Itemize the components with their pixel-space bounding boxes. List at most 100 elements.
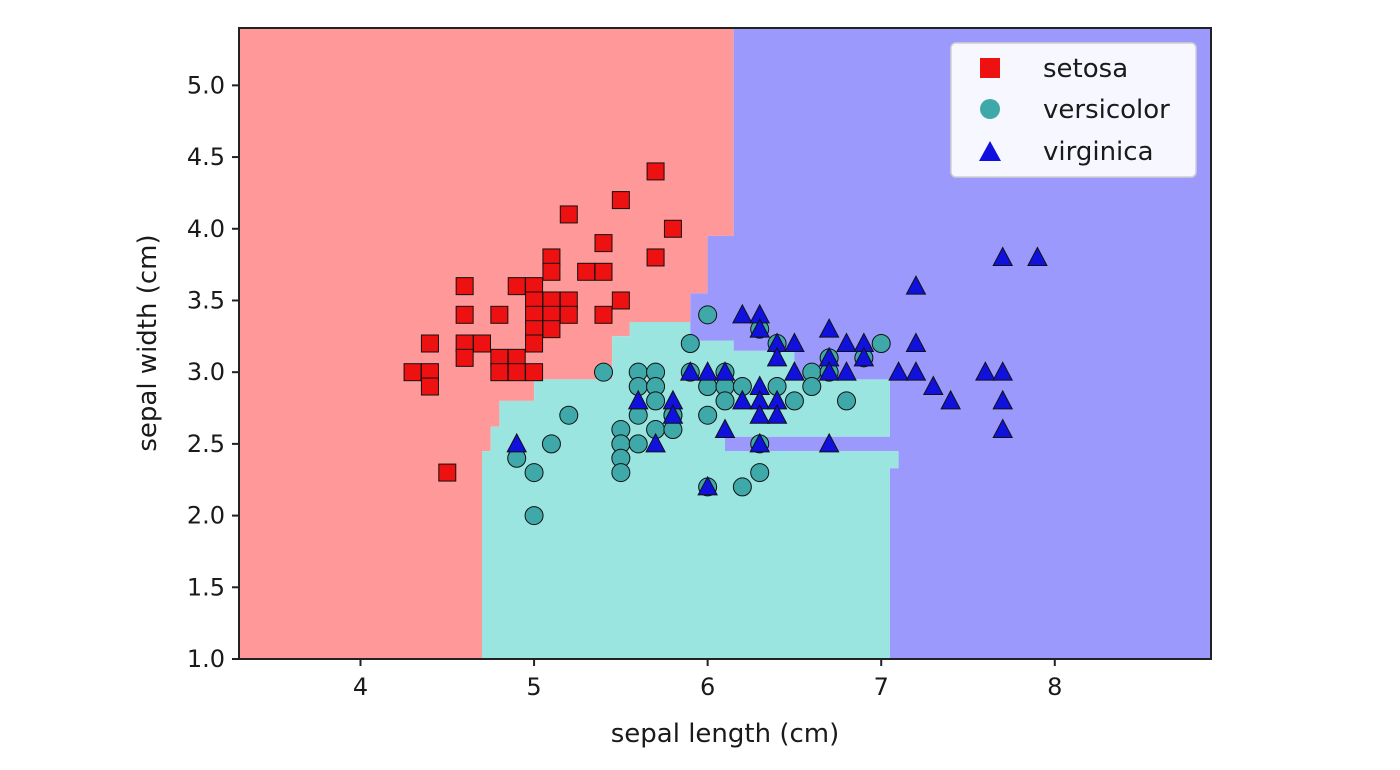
point-virginica: [662, 404, 684, 424]
x-axis-ticks: 4 5 6 7 8: [353, 659, 1062, 701]
point-versicolor: [680, 334, 700, 353]
y-tick-label: 4.0: [187, 215, 225, 243]
point-virginica: [905, 332, 927, 352]
point-versicolor: [646, 391, 666, 411]
point-setosa: [455, 305, 474, 324]
point-setosa: [559, 205, 578, 224]
point-versicolor: [802, 377, 822, 397]
x-axis-label: sepal length (cm): [611, 719, 840, 749]
legend-marker-setosa: [980, 58, 1000, 78]
point-virginica: [506, 432, 528, 453]
point-setosa: [646, 248, 665, 267]
point-setosa: [490, 305, 509, 324]
y-tick-label: 4.5: [187, 143, 225, 171]
point-setosa: [420, 334, 439, 353]
point-versicolor: [750, 463, 770, 483]
point-versicolor: [732, 477, 752, 497]
x-tick-label: 5: [526, 673, 541, 701]
point-virginica: [992, 389, 1014, 410]
point-virginica: [836, 361, 857, 381]
point-versicolor: [611, 463, 631, 483]
point-virginica: [818, 318, 840, 338]
data-points: [403, 162, 1048, 526]
point-versicolor: [698, 405, 718, 425]
point-setosa: [577, 262, 596, 281]
point-virginica: [749, 404, 771, 424]
point-virginica: [714, 361, 736, 381]
point-virginica: [732, 389, 753, 410]
point-virginica: [749, 432, 771, 453]
point-setosa: [611, 191, 630, 210]
point-setosa: [455, 348, 474, 367]
point-virginica: [749, 318, 771, 338]
point-setosa: [559, 305, 578, 324]
point-virginica: [975, 361, 996, 381]
y-axis-label: sepal width (cm): [133, 234, 163, 451]
y-tick-label: 3.0: [187, 358, 225, 386]
point-setosa: [507, 363, 526, 382]
point-virginica: [836, 332, 857, 352]
point-virginica: [905, 361, 927, 381]
y-tick-label: 2.0: [187, 502, 225, 530]
point-setosa: [663, 219, 682, 238]
legend-marker-virginica: [979, 141, 1001, 161]
y-tick-label: 1.5: [187, 573, 225, 601]
point-virginica: [853, 346, 875, 367]
point-virginica: [627, 389, 649, 410]
point-setosa: [542, 262, 561, 281]
point-versicolor: [559, 405, 579, 425]
point-virginica: [645, 432, 666, 453]
region-virginica: [690, 28, 1211, 659]
x-tick-label: 6: [700, 673, 715, 701]
point-versicolor: [541, 434, 561, 454]
point-versicolor: [594, 362, 613, 382]
point-virginica: [992, 361, 1014, 381]
y-tick-label: 2.5: [187, 430, 225, 458]
point-virginica: [905, 275, 927, 295]
point-setosa: [507, 277, 526, 296]
point-virginica: [1027, 246, 1048, 266]
y-axis-ticks: 1.0 1.5 2.0 2.5 3.0 3.5 4.0 4.5 5.0: [187, 71, 239, 673]
point-virginica: [940, 389, 961, 410]
point-setosa: [525, 363, 544, 382]
point-setosa: [403, 363, 422, 382]
point-versicolor: [524, 463, 544, 483]
x-tick-label: 8: [1047, 673, 1062, 701]
legend-label-versicolor: versicolor: [1043, 95, 1170, 125]
x-tick-label: 4: [353, 673, 368, 701]
point-versicolor: [715, 391, 735, 411]
point-setosa: [490, 363, 509, 382]
point-virginica: [766, 404, 788, 424]
point-virginica: [922, 375, 944, 396]
point-virginica: [697, 475, 718, 496]
point-versicolor: [698, 305, 718, 325]
y-tick-label: 3.5: [187, 286, 225, 314]
point-setosa: [646, 162, 665, 181]
plot-frame: [238, 27, 1212, 660]
point-setosa: [473, 334, 491, 353]
legend-box: [950, 42, 1197, 178]
point-versicolor: [524, 506, 544, 526]
point-versicolor: [837, 391, 856, 411]
point-virginica: [992, 418, 1014, 439]
point-virginica: [818, 432, 840, 453]
point-virginica: [818, 361, 840, 381]
point-virginica: [888, 361, 909, 381]
point-setosa: [594, 305, 613, 324]
point-versicolor: [784, 391, 804, 411]
legend-label-virginica: virginica: [1043, 137, 1154, 167]
point-setosa: [594, 234, 613, 253]
legend: setosa versicolor virginica: [950, 42, 1197, 178]
point-setosa: [611, 291, 630, 310]
point-versicolor: [871, 334, 891, 353]
y-tick-label: 1.0: [187, 645, 225, 673]
point-virginica: [732, 303, 753, 324]
point-virginica: [784, 361, 805, 381]
point-setosa: [420, 377, 439, 396]
point-setosa: [525, 334, 544, 353]
point-virginica: [714, 418, 736, 439]
point-setosa: [594, 262, 613, 281]
legend-label-setosa: setosa: [1043, 54, 1128, 84]
point-versicolor: [628, 434, 648, 454]
